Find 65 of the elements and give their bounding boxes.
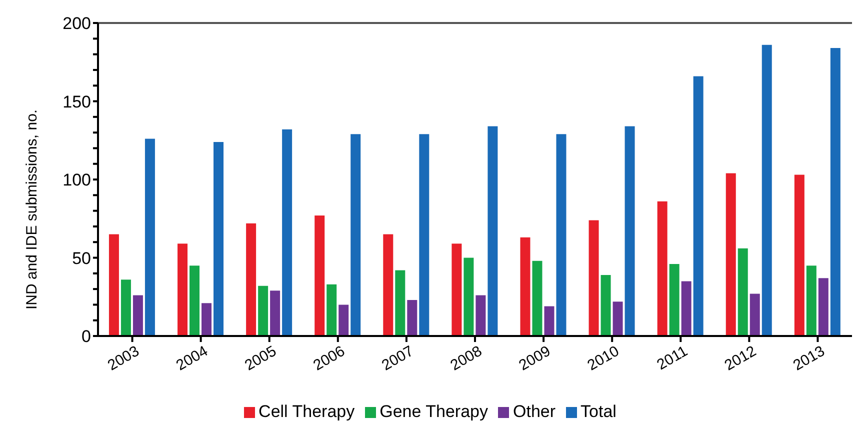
- x-tick-label: 2004: [173, 342, 211, 374]
- bar: [693, 76, 704, 336]
- x-tick-label: 2006: [310, 342, 348, 374]
- bar: [258, 286, 268, 336]
- bar: [246, 223, 256, 336]
- bar: [520, 237, 530, 336]
- bar: [120, 280, 131, 336]
- bar: [726, 173, 736, 336]
- y-tick-label: 100: [62, 170, 91, 190]
- legend-label: Other: [513, 402, 556, 421]
- bar: [806, 266, 816, 336]
- bar: [588, 220, 599, 336]
- bar: [612, 302, 623, 336]
- bar: [108, 234, 119, 336]
- bar: [681, 281, 692, 336]
- bar: [270, 290, 280, 336]
- bar: [350, 134, 361, 336]
- x-tick-label: 2007: [379, 342, 416, 374]
- bar: [830, 48, 840, 336]
- bar: [214, 142, 224, 336]
- x-tick-label: 2005: [242, 342, 280, 374]
- bar: [132, 295, 143, 336]
- bar: [202, 303, 212, 336]
- bar: [383, 234, 394, 336]
- y-tick-label: 200: [62, 14, 91, 34]
- bar: [464, 258, 474, 336]
- bar: [556, 134, 566, 336]
- bar: [178, 244, 188, 336]
- bar: [395, 270, 406, 336]
- x-tick-label: 2012: [722, 342, 760, 374]
- bar: [532, 260, 542, 336]
- x-tick-label: 2013: [790, 342, 828, 374]
- bar: [488, 126, 498, 336]
- x-tick-label: 2008: [448, 342, 485, 374]
- bar: [750, 294, 760, 336]
- bar: [314, 215, 325, 336]
- legend-label: Gene Therapy: [380, 402, 488, 421]
- bar: [282, 129, 292, 336]
- bar: [407, 300, 418, 336]
- bar: [669, 264, 680, 336]
- bar: [544, 306, 554, 336]
- bar: [738, 248, 748, 336]
- bar: [476, 295, 486, 336]
- bar: [818, 278, 828, 336]
- x-tick-label: 2011: [654, 342, 691, 374]
- x-tick-label: 2010: [584, 342, 622, 374]
- bar: [794, 174, 804, 336]
- x-tick-label: 2009: [516, 342, 554, 374]
- bar: [326, 284, 337, 336]
- bar: [600, 274, 611, 336]
- bar: [338, 304, 349, 336]
- y-tick-label: 150: [62, 92, 91, 112]
- bar: [190, 266, 200, 336]
- y-tick-label: 0: [82, 327, 91, 346]
- bar: [144, 138, 155, 336]
- y-axis-title: IND and IDE submissions, no.: [23, 109, 40, 310]
- y-tick-label: 50: [72, 248, 91, 268]
- bar: [419, 134, 430, 336]
- legend-label: Cell Therapy: [258, 402, 355, 421]
- bar: [762, 44, 772, 336]
- bar: [452, 244, 462, 336]
- bar: [624, 126, 635, 336]
- legend-label: Total: [580, 402, 616, 421]
- x-tick-label: 2003: [104, 342, 142, 374]
- bar: [657, 201, 668, 336]
